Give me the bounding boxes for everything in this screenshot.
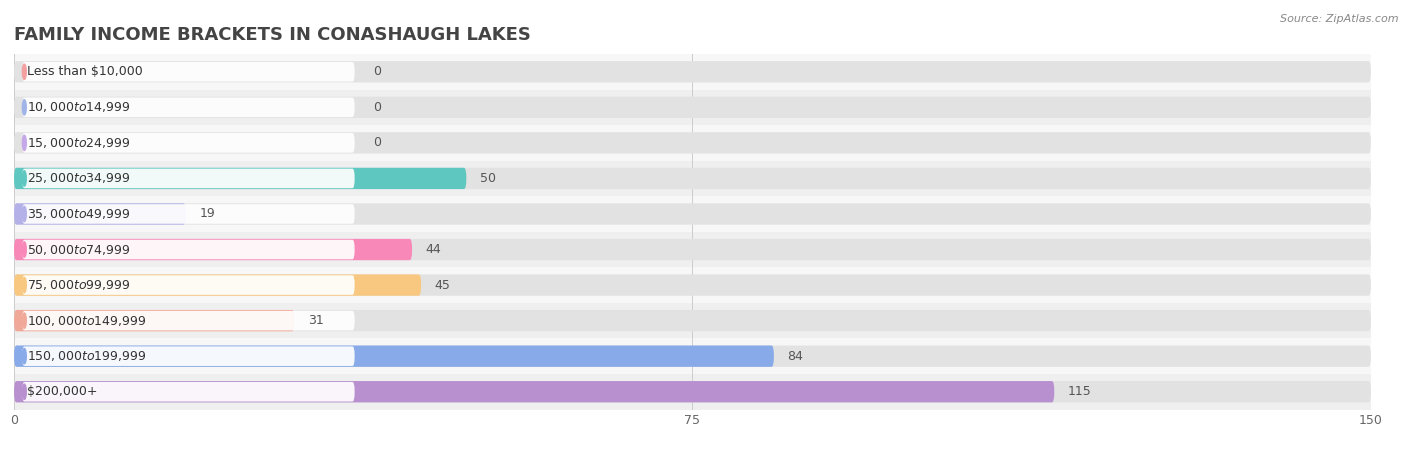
- FancyBboxPatch shape: [14, 274, 1371, 296]
- Circle shape: [22, 207, 27, 221]
- FancyBboxPatch shape: [14, 239, 412, 260]
- FancyBboxPatch shape: [14, 274, 422, 296]
- Circle shape: [22, 242, 27, 257]
- Text: 0: 0: [373, 65, 381, 78]
- FancyBboxPatch shape: [22, 275, 354, 295]
- Bar: [14, 303, 1371, 338]
- Text: $200,000+: $200,000+: [27, 385, 97, 398]
- FancyBboxPatch shape: [22, 62, 354, 81]
- Bar: [14, 54, 1371, 90]
- Text: 45: 45: [434, 279, 450, 292]
- FancyBboxPatch shape: [14, 132, 1371, 153]
- Bar: [14, 90, 1371, 125]
- FancyBboxPatch shape: [14, 203, 1371, 225]
- FancyBboxPatch shape: [22, 382, 354, 401]
- FancyBboxPatch shape: [22, 311, 354, 330]
- Text: $150,000 to $199,999: $150,000 to $199,999: [27, 349, 146, 363]
- FancyBboxPatch shape: [14, 381, 1371, 402]
- Circle shape: [22, 278, 27, 292]
- Circle shape: [22, 64, 27, 79]
- Bar: [14, 232, 1371, 267]
- Text: 0: 0: [373, 101, 381, 114]
- Text: 44: 44: [426, 243, 441, 256]
- FancyBboxPatch shape: [14, 203, 186, 225]
- Text: 50: 50: [479, 172, 496, 185]
- FancyBboxPatch shape: [22, 240, 354, 259]
- Text: Less than $10,000: Less than $10,000: [27, 65, 143, 78]
- FancyBboxPatch shape: [22, 98, 354, 117]
- Text: $50,000 to $74,999: $50,000 to $74,999: [27, 243, 131, 256]
- FancyBboxPatch shape: [14, 168, 1371, 189]
- Bar: [14, 125, 1371, 161]
- FancyBboxPatch shape: [14, 346, 1371, 367]
- FancyBboxPatch shape: [14, 239, 1371, 260]
- FancyBboxPatch shape: [14, 61, 1371, 82]
- Text: $25,000 to $34,999: $25,000 to $34,999: [27, 171, 131, 185]
- FancyBboxPatch shape: [14, 97, 1371, 118]
- Circle shape: [22, 135, 27, 150]
- FancyBboxPatch shape: [14, 310, 1371, 331]
- Text: 0: 0: [373, 136, 381, 149]
- Bar: [14, 161, 1371, 196]
- Circle shape: [22, 171, 27, 186]
- Text: FAMILY INCOME BRACKETS IN CONASHAUGH LAKES: FAMILY INCOME BRACKETS IN CONASHAUGH LAK…: [14, 26, 531, 44]
- Text: $100,000 to $149,999: $100,000 to $149,999: [27, 314, 146, 328]
- FancyBboxPatch shape: [14, 346, 773, 367]
- Circle shape: [22, 100, 27, 115]
- Text: 19: 19: [200, 207, 215, 220]
- Text: $15,000 to $24,999: $15,000 to $24,999: [27, 136, 131, 150]
- Text: $35,000 to $49,999: $35,000 to $49,999: [27, 207, 131, 221]
- Circle shape: [22, 349, 27, 364]
- FancyBboxPatch shape: [14, 381, 1054, 402]
- FancyBboxPatch shape: [14, 168, 467, 189]
- Bar: [14, 374, 1371, 410]
- Text: $10,000 to $14,999: $10,000 to $14,999: [27, 100, 131, 114]
- FancyBboxPatch shape: [22, 204, 354, 224]
- Text: 84: 84: [787, 350, 803, 363]
- Bar: [14, 338, 1371, 374]
- FancyBboxPatch shape: [22, 133, 354, 153]
- Text: 115: 115: [1067, 385, 1091, 398]
- Text: Source: ZipAtlas.com: Source: ZipAtlas.com: [1281, 14, 1399, 23]
- Text: $75,000 to $99,999: $75,000 to $99,999: [27, 278, 131, 292]
- FancyBboxPatch shape: [14, 310, 294, 331]
- Bar: [14, 267, 1371, 303]
- FancyBboxPatch shape: [22, 169, 354, 188]
- Circle shape: [22, 384, 27, 399]
- Text: 31: 31: [308, 314, 323, 327]
- Circle shape: [22, 313, 27, 328]
- FancyBboxPatch shape: [22, 346, 354, 366]
- Bar: [14, 196, 1371, 232]
